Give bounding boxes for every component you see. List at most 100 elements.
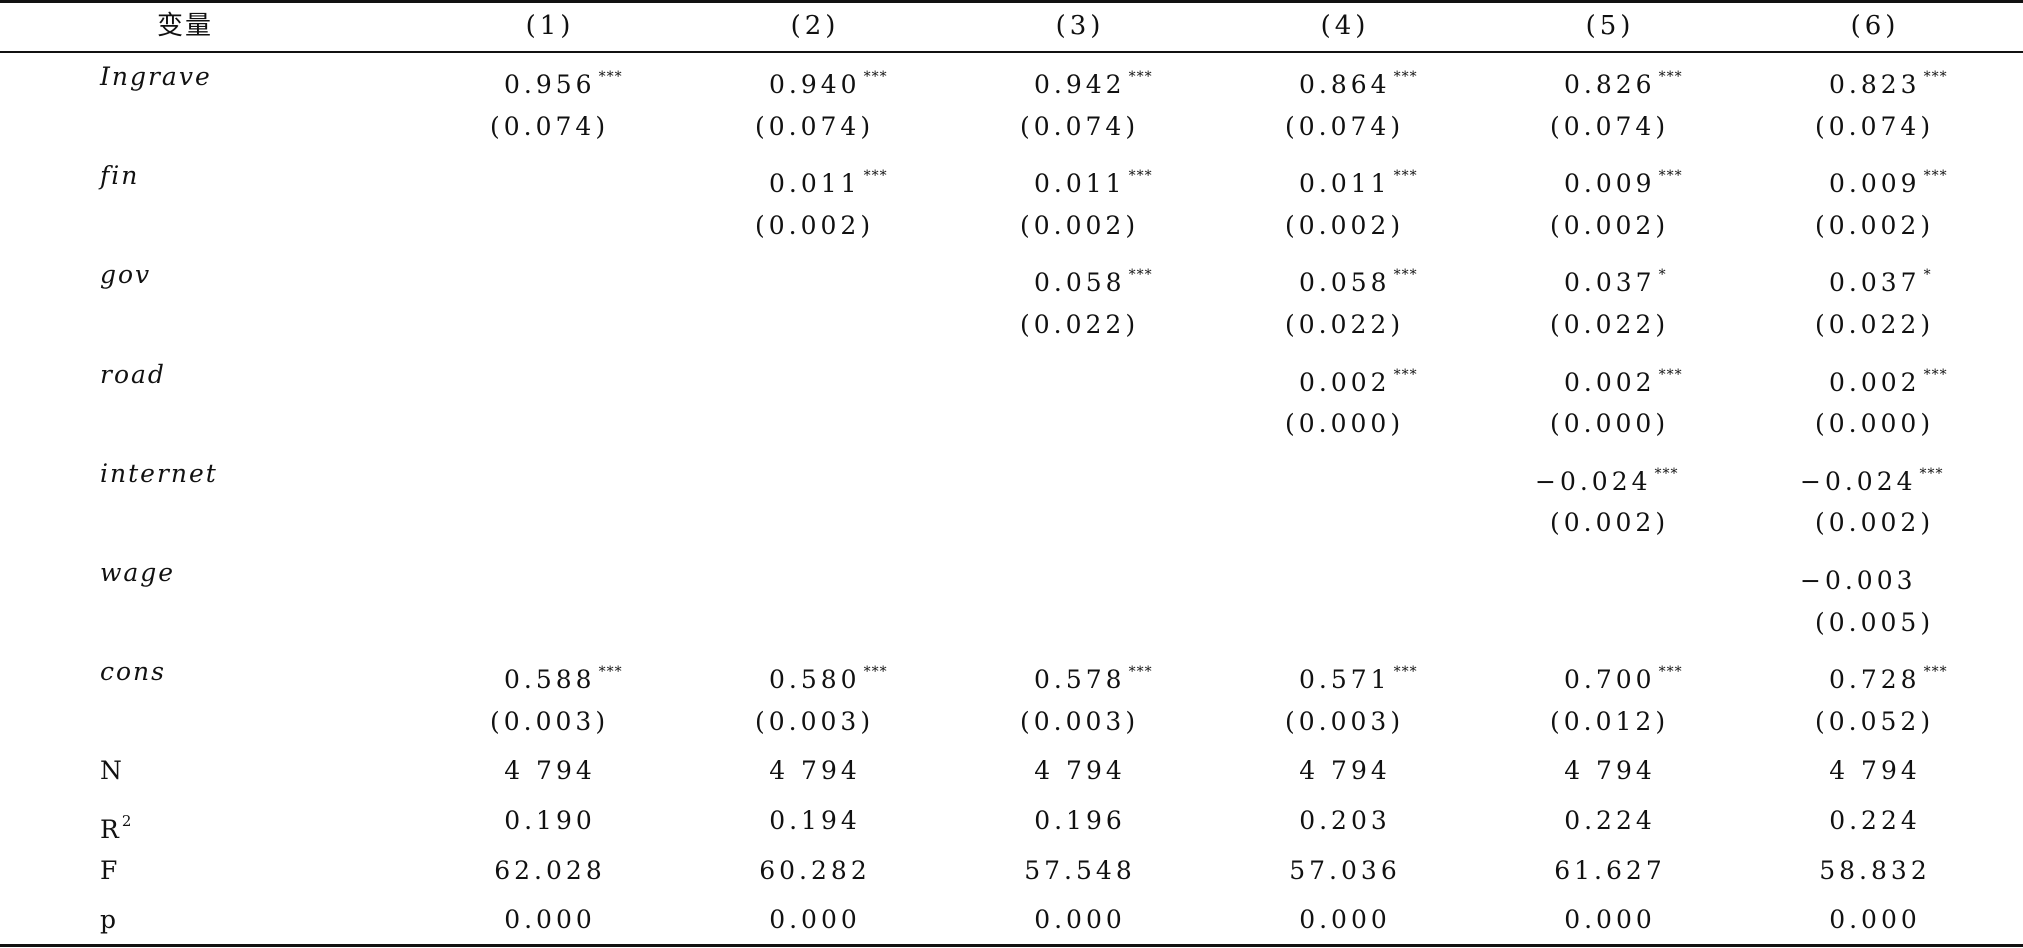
coefficient-number: 0.037 bbox=[1564, 268, 1656, 298]
standard-error-cell: (0.074) bbox=[960, 107, 1200, 147]
standard-error-cell: (0.002) bbox=[1755, 503, 1995, 543]
coefficient-cell: 0.571 *** bbox=[1225, 652, 1465, 694]
coefficient-number: 0.011 bbox=[769, 169, 861, 199]
coefficient-value bbox=[960, 454, 1200, 502]
header-rule bbox=[0, 51, 2023, 53]
coefficient-cell: 0.580 *** bbox=[695, 652, 935, 694]
table-row: N 4 794 4 794 4 794 4 794 4 794 4 794 bbox=[0, 751, 2023, 791]
standard-error-value: (0.005) bbox=[1815, 607, 1935, 637]
standard-error-cell: (0.012) bbox=[1490, 702, 1730, 742]
table-row: (0.002) (0.002) (0.002) (0.002) (0.002) bbox=[0, 206, 2023, 246]
coefficient-cell: 0.009 *** bbox=[1755, 156, 1995, 198]
coefficient-number: 0.058 bbox=[1034, 268, 1126, 298]
coefficient-cell: 0.864 *** bbox=[1225, 57, 1465, 99]
coefficient-cell: 0.009 *** bbox=[1490, 156, 1730, 198]
statistic-value: 4 794 bbox=[1034, 756, 1126, 786]
coefficient-cell bbox=[960, 454, 1200, 494]
standard-error-cell bbox=[695, 503, 935, 543]
coefficient-cell: 0.700 *** bbox=[1490, 652, 1730, 694]
column-header-4: (4) bbox=[1320, 11, 1370, 41]
statistic-value: 4 794 bbox=[504, 756, 596, 786]
coefficient-value: 0.580 *** bbox=[695, 652, 935, 700]
coefficient-value: 0.037 * bbox=[1490, 255, 1730, 303]
standard-error-value: (0.002) bbox=[1020, 210, 1140, 240]
statistic-cell: 0.224 bbox=[1490, 801, 1730, 841]
coefficient-cell: 0.002 *** bbox=[1225, 355, 1465, 397]
statistic-value: 4 794 bbox=[1299, 756, 1391, 786]
table-row: wage −0.003 bbox=[0, 553, 2023, 595]
standard-error-cell: (0.002) bbox=[960, 206, 1200, 246]
coefficient-cell: 0.011 *** bbox=[695, 156, 935, 199]
statistic-value: 0.000 bbox=[1034, 905, 1126, 935]
statistic-cell: 0.203 bbox=[1225, 801, 1465, 841]
table-row: (0.003) (0.003) (0.003) (0.003) (0.012) (0.05… bbox=[0, 702, 2023, 742]
standard-error-cell: (0.002) bbox=[1755, 206, 1995, 246]
standard-error-value: (0.000) bbox=[1285, 409, 1405, 439]
coefficient-number: 0.037 bbox=[1829, 268, 1921, 298]
variable-header: 变量 bbox=[156, 11, 213, 41]
statistic-cell: 0.000 bbox=[1755, 900, 1995, 940]
coefficient-cell: 0.058 *** bbox=[960, 255, 1200, 298]
significance-stars: *** bbox=[598, 664, 623, 681]
coefficient-cell bbox=[960, 355, 1200, 395]
table-row: gov 0.058 *** 0.058 *** 0.037 * 0.037 * bbox=[0, 255, 2023, 298]
significance-stars: *** bbox=[1923, 69, 1948, 85]
coefficient-value bbox=[695, 553, 935, 601]
statistic-cell: 62.028 bbox=[430, 851, 670, 891]
coefficient-value bbox=[695, 355, 935, 403]
coefficient-number: 0.002 bbox=[1829, 367, 1921, 397]
standard-error-cell: (0.022) bbox=[960, 305, 1200, 345]
statistic-label: N bbox=[100, 756, 124, 786]
significance-stars: *** bbox=[1658, 69, 1683, 85]
statistic-cell: 61.627 bbox=[1490, 851, 1730, 891]
coefficient-number: 0.002 bbox=[1299, 367, 1391, 397]
coefficient-number: 0.956 bbox=[504, 70, 596, 99]
statistic-cell: 0.000 bbox=[430, 900, 670, 940]
statistic-value: 62.028 bbox=[494, 855, 606, 885]
statistic-value: 4 794 bbox=[769, 756, 861, 786]
statistic-name: p bbox=[100, 900, 400, 940]
statistic-cell: 0.224 bbox=[1755, 801, 1995, 841]
standard-error-value: (0.000) bbox=[1550, 409, 1670, 439]
coefficient-number: 0.942 bbox=[1034, 70, 1126, 99]
standard-error-value: (0.002) bbox=[1550, 508, 1670, 538]
standard-error-cell: (0.052) bbox=[1755, 702, 1995, 742]
coefficient-number: 0.011 bbox=[1034, 169, 1126, 199]
coefficient-value: 0.009 *** bbox=[1490, 156, 1730, 204]
coefficient-cell: 0.956 *** bbox=[430, 57, 670, 99]
standard-error-value: (0.052) bbox=[1815, 706, 1935, 736]
standard-error-value: (0.003) bbox=[755, 706, 875, 736]
column-header-5: (5) bbox=[1585, 11, 1635, 41]
statistic-value: 0.194 bbox=[769, 806, 861, 835]
coefficient-value: 0.823 *** bbox=[1755, 57, 1995, 105]
statistic-value: 57.548 bbox=[1024, 855, 1136, 885]
coefficient-value: 0.864 *** bbox=[1225, 57, 1465, 105]
coefficient-number: 0.728 bbox=[1829, 665, 1921, 695]
table-row: road 0.002 *** 0.002 *** 0.002 *** bbox=[0, 355, 2023, 397]
variable-name: cons bbox=[100, 657, 166, 687]
significance-stars: *** bbox=[1658, 664, 1683, 681]
standard-error-cell: (0.022) bbox=[1225, 305, 1465, 345]
coefficient-number: 0.002 bbox=[1564, 367, 1656, 397]
column-header-1: (1) bbox=[525, 11, 575, 41]
significance-stars: *** bbox=[1393, 267, 1418, 284]
coefficient-number: 0.823 bbox=[1829, 70, 1921, 99]
coefficient-value: 0.942 *** bbox=[960, 57, 1200, 105]
coefficient-cell bbox=[1225, 553, 1465, 593]
statistic-cell: 58.832 bbox=[1755, 851, 1995, 891]
coefficient-value: 0.002 *** bbox=[1755, 355, 1995, 403]
coefficient-value: 0.058 *** bbox=[1225, 255, 1465, 303]
coefficient-number: 0.009 bbox=[1564, 169, 1656, 199]
coefficient-value bbox=[695, 255, 935, 303]
coefficient-cell: 0.728 *** bbox=[1755, 652, 1995, 695]
significance-stars: *** bbox=[1923, 664, 1948, 681]
statistic-cell: 0.000 bbox=[1225, 900, 1465, 940]
bottom-rule bbox=[0, 944, 2023, 947]
coefficient-cell: −0.024 *** bbox=[1755, 454, 1995, 496]
statistic-value: 0.000 bbox=[1299, 905, 1391, 935]
coefficient-cell bbox=[1225, 454, 1465, 494]
coefficient-cell bbox=[430, 553, 670, 593]
coefficient-cell: 0.823 *** bbox=[1755, 57, 1995, 99]
coefficient-number: 0.826 bbox=[1564, 70, 1656, 99]
